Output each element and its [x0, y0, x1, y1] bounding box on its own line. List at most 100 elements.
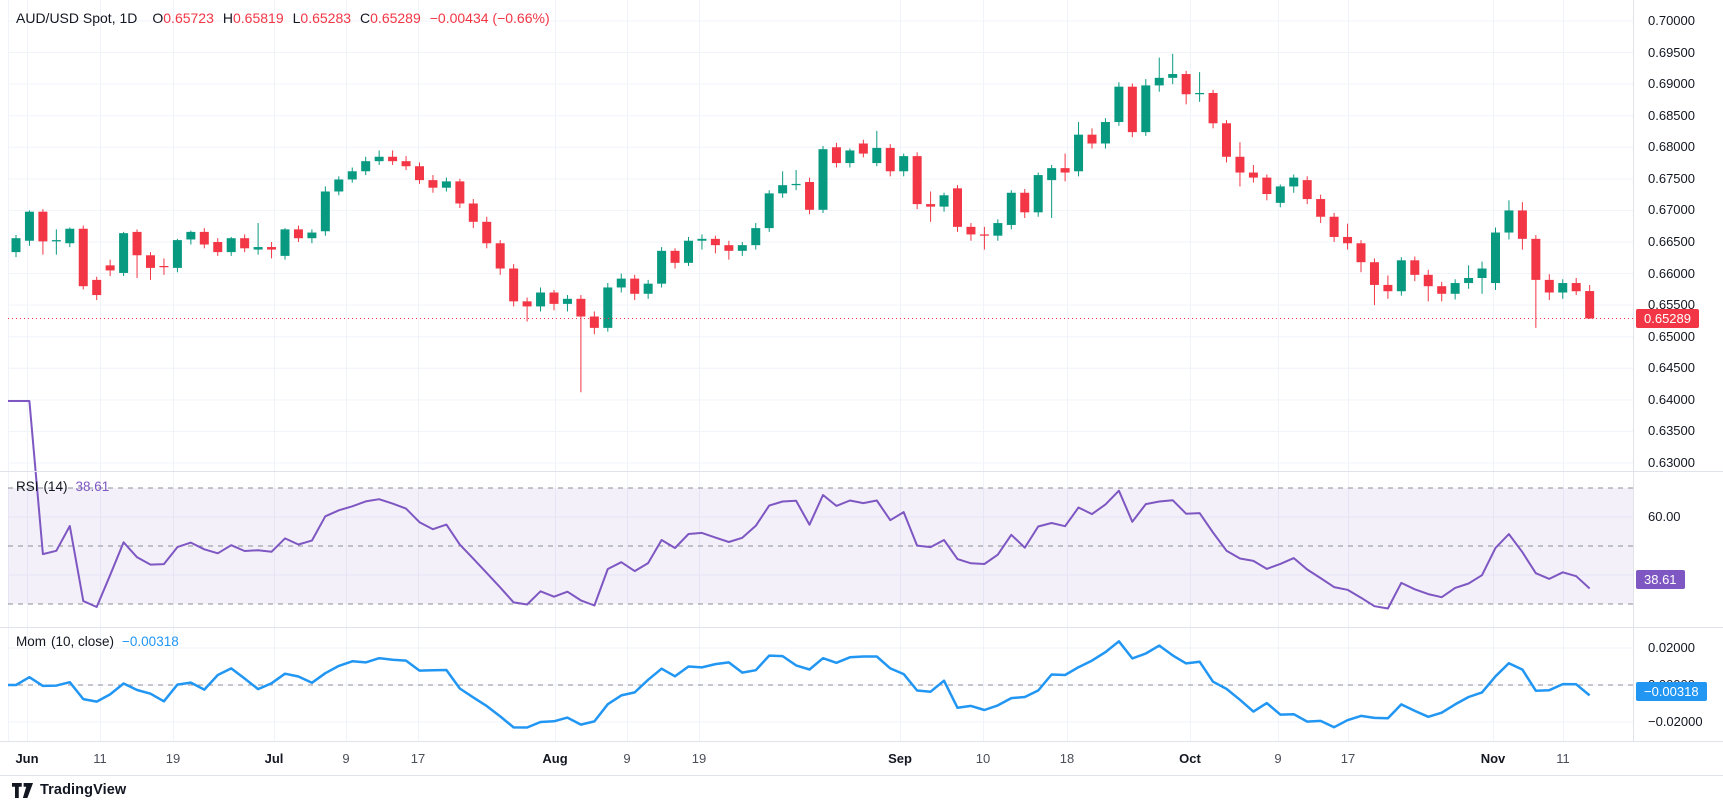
candle [347, 171, 357, 180]
candle [993, 223, 1003, 236]
candle [1074, 134, 1084, 172]
mom-axis-label: −0.02000 [1648, 714, 1703, 729]
ohlc-field-h: H0.65819 [222, 10, 284, 26]
price-axis-label: 0.68500 [1648, 107, 1695, 123]
candle [1262, 177, 1272, 195]
candle [926, 204, 936, 207]
time-axis-label-jun: Jun [15, 751, 39, 766]
candle [253, 247, 263, 250]
symbol-title[interactable]: AUD/USD Spot, 1D [16, 10, 138, 26]
candle [899, 156, 909, 172]
candle [818, 149, 828, 210]
candle [401, 161, 411, 167]
candle [1517, 210, 1527, 239]
time-axis-label-19: 19 [691, 751, 707, 766]
candle [1222, 123, 1231, 157]
candle [11, 238, 21, 253]
candle [939, 195, 949, 207]
candle [186, 231, 196, 240]
candle [280, 229, 290, 256]
mom-title[interactable]: Mom [16, 634, 46, 649]
mom-value-badge: −0.00318 [1636, 682, 1707, 701]
candle [1275, 186, 1285, 203]
candle [267, 247, 277, 250]
candle [509, 268, 519, 302]
candle [119, 233, 129, 273]
candle [1033, 175, 1043, 213]
change-value: −0.00434 (−0.66%) [429, 10, 550, 26]
candle [1208, 92, 1218, 124]
candle [495, 243, 505, 269]
candle [1477, 268, 1487, 278]
candle [778, 185, 788, 194]
candle [334, 179, 344, 192]
time-axis-label-17: 17 [410, 751, 426, 766]
candle [1060, 168, 1070, 173]
rsi-params: (14) [43, 479, 68, 494]
last-price-badge: 0.65289 [1636, 309, 1699, 328]
price-axis-label: 0.66500 [1648, 234, 1695, 249]
candle [1154, 77, 1164, 86]
candle [1127, 86, 1137, 133]
rsi-title[interactable]: RSI [16, 479, 39, 494]
price-axis-label: 0.66000 [1648, 265, 1695, 281]
candle [885, 147, 895, 172]
tradingview-logo-icon[interactable] [12, 782, 33, 798]
candle [1585, 291, 1595, 319]
candle [428, 180, 438, 188]
candle [307, 232, 317, 239]
candle [1437, 286, 1447, 294]
ohlc-field-c: C0.65289 [360, 10, 421, 26]
price-axis-label: 0.63500 [1648, 423, 1695, 439]
time-axis-label-17: 17 [1340, 751, 1356, 766]
candle [562, 298, 572, 304]
candle [522, 301, 532, 307]
candle [1168, 74, 1178, 78]
candle [226, 238, 236, 253]
candle [1464, 277, 1474, 284]
candle [1571, 283, 1581, 292]
candle [24, 211, 34, 241]
candle [374, 156, 384, 162]
candle [1316, 199, 1326, 217]
candle [388, 156, 398, 162]
brand-name[interactable]: TradingView [40, 782, 127, 798]
candle [791, 183, 801, 186]
time-axis-label-9: 9 [342, 751, 350, 766]
rsi-legend: RSI (14) 38.61 [16, 479, 109, 495]
candle [858, 143, 868, 154]
candle [589, 316, 599, 328]
candle [1383, 284, 1393, 292]
candle [78, 228, 88, 287]
price-axis-label: 0.64000 [1648, 391, 1695, 407]
candle [105, 265, 115, 271]
time-axis-label-11: 11 [1556, 751, 1570, 766]
candle [1491, 232, 1500, 284]
candle [549, 292, 559, 304]
price-axis-label: 0.63000 [1648, 455, 1695, 470]
candle [603, 287, 613, 328]
ohlc-values: O0.65723 H0.65819 L0.65283 C0.65289 [143, 10, 420, 26]
candle [1141, 85, 1151, 133]
candle [1356, 243, 1366, 263]
time-axis-label-9: 9 [623, 751, 631, 766]
price-axis-label: 0.69500 [1648, 44, 1695, 60]
candle [1558, 283, 1568, 293]
candle [710, 238, 720, 246]
candle [1423, 274, 1433, 287]
candle [616, 278, 626, 288]
candle [1114, 86, 1124, 123]
candle [670, 250, 680, 263]
candle [1087, 134, 1097, 144]
candle [172, 240, 182, 268]
candle [213, 242, 223, 253]
candle [92, 279, 102, 296]
candle [764, 193, 774, 229]
candle [1047, 168, 1057, 181]
candle [1504, 210, 1514, 233]
price-axis-label: 0.65500 [1648, 297, 1695, 313]
candle [912, 156, 922, 205]
time-axis-label-oct: Oct [1179, 751, 1201, 766]
mom-line [8, 640, 1591, 729]
